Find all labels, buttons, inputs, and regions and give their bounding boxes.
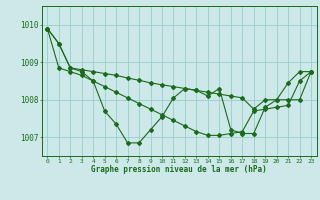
X-axis label: Graphe pression niveau de la mer (hPa): Graphe pression niveau de la mer (hPa) (91, 165, 267, 174)
